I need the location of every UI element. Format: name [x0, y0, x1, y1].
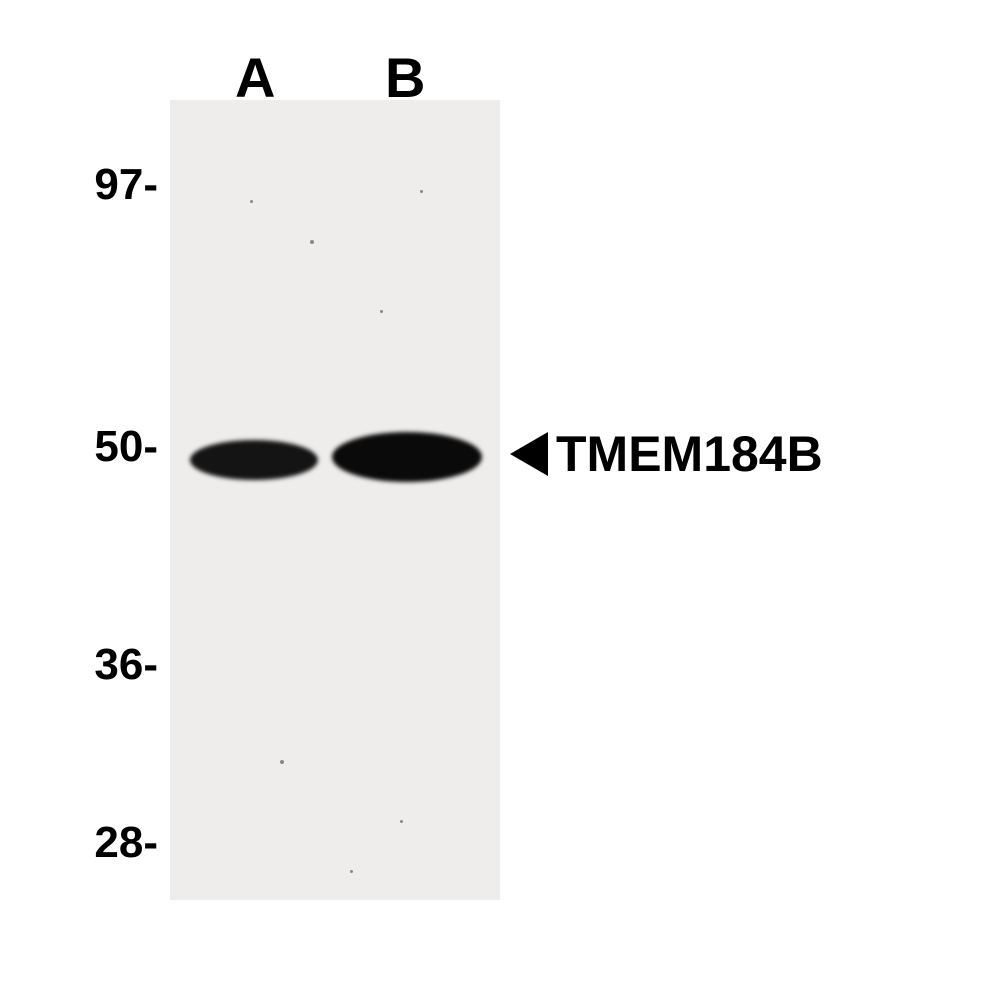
band-lane-a [190, 440, 318, 480]
protein-label-tmem184b: TMEM184B [510, 425, 823, 483]
mw-label-50: 50- [94, 422, 158, 472]
blot-artifact [350, 870, 353, 873]
mw-label-97: 97- [94, 160, 158, 210]
blot-artifact [380, 310, 383, 313]
mw-label-28: 28- [94, 818, 158, 868]
blot-artifact [310, 240, 314, 244]
blot-artifact [400, 820, 403, 823]
western-blot-membrane [170, 100, 500, 900]
arrow-left-icon [510, 432, 548, 476]
protein-name-text: TMEM184B [556, 425, 823, 483]
mw-label-36: 36- [94, 640, 158, 690]
lane-label-b: B [385, 45, 425, 110]
blot-artifact [280, 760, 284, 764]
blot-artifact [250, 200, 253, 203]
blot-artifact [420, 190, 423, 193]
band-lane-b [332, 432, 482, 482]
lane-label-a: A [235, 45, 275, 110]
